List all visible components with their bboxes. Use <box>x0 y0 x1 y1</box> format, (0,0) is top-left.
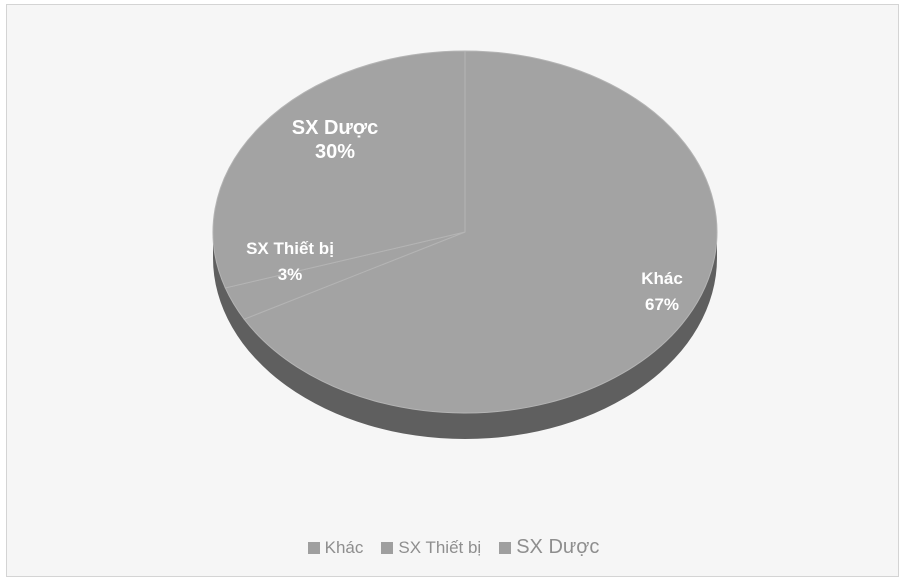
data-label-khac: Khác 67% <box>641 269 683 314</box>
legend-item-sx-thiet-bi: SX Thiết bị <box>381 538 481 558</box>
legend-label-sx-thiet-bi: SX Thiết bị <box>398 537 482 557</box>
data-label-sx-thiet-bi: SX Thiết bị 3% <box>246 239 334 284</box>
chart-legend: Khác SX Thiết bị SX Dược <box>0 536 907 559</box>
legend-item-khac: Khác <box>307 537 364 558</box>
legend-swatch-sx-thiet-bi <box>381 541 394 554</box>
legend-item-sx-duoc: SX Dược <box>499 536 599 559</box>
pie-slice-khac <box>243 50 718 414</box>
legend-label-khac: Khác <box>324 537 364 557</box>
legend-swatch-khac <box>307 541 320 554</box>
legend-swatch-sx-duoc <box>499 541 512 554</box>
pie-slice-sx-duoc <box>212 50 466 289</box>
data-label-sx-duoc: SX Dược 30% <box>292 117 379 163</box>
legend-label-sx-duoc: SX Dược <box>516 536 600 558</box>
